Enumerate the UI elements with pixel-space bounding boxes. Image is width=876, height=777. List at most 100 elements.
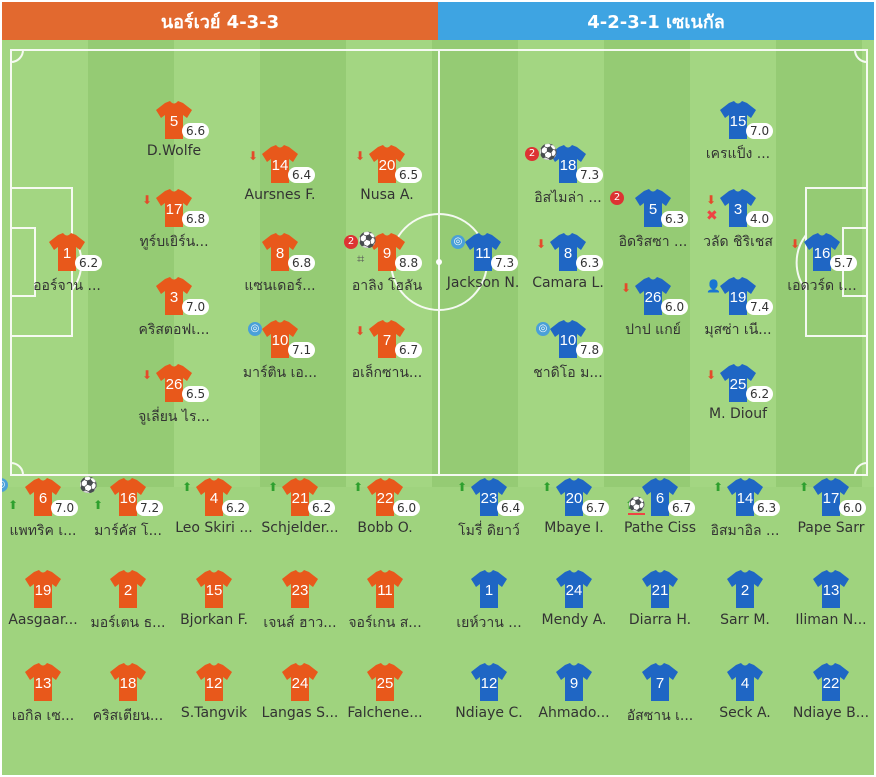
- sub-out-arrow-icon: ⬇: [621, 281, 632, 295]
- player-home[interactable]: 22 6.0 Bobb O. ⬆: [340, 478, 430, 554]
- jersey-number: 24: [565, 582, 583, 599]
- player-away[interactable]: 21 Diarra H.: [615, 570, 705, 646]
- player-home[interactable]: 19 Aasgaar...: [2, 570, 88, 646]
- jersey-number: 6: [655, 490, 665, 507]
- player-name: Mbaye I.: [544, 520, 604, 536]
- player-home[interactable]: 67.0 แพทริค เ... ◎⬆: [2, 478, 88, 554]
- player-away[interactable]: 4 Seck A.: [700, 663, 790, 739]
- player-home[interactable]: 5 6.6 D.Wolfe: [129, 101, 219, 177]
- goal-ball-icon: ⚽: [358, 231, 377, 249]
- rating-badge: 4.0: [746, 211, 774, 227]
- jersey-number: 1: [484, 582, 494, 599]
- player-home[interactable]: 10 7.1 มาร์ติน เอ... ◎: [235, 320, 325, 396]
- player-away[interactable]: 3 4.0 วลัด ชิริเชส ⬇ ✖: [693, 189, 783, 265]
- player-away[interactable]: 8 6.3 Camara L. ⬇: [523, 233, 613, 309]
- player-away[interactable]: 5 6.3 อิดริสซา ... 2: [608, 189, 698, 265]
- player-home[interactable]: 20 6.5 Nusa A. ⬇: [342, 145, 432, 221]
- jersey-number: 6: [38, 490, 48, 507]
- jersey-icon: 13: [813, 570, 849, 608]
- player-away[interactable]: 12 Ndiaye C.: [444, 663, 534, 739]
- captain-badge-icon: ◎: [536, 322, 550, 336]
- jersey-number: 8: [275, 245, 285, 262]
- player-away[interactable]: 16 5.7 เอดวร์ด เ... ⬇: [777, 233, 867, 309]
- player-name: Aasgaar...: [8, 612, 78, 628]
- player-home[interactable]: 15 Bjorkan F.: [169, 570, 259, 646]
- player-away[interactable]: 14 6.3 อิสมาอิล ... ⬆: [700, 478, 790, 554]
- player-home[interactable]: 7 6.7 อเล็กซาน... ⬇: [342, 320, 432, 396]
- rating-badge: 7.1: [288, 342, 316, 358]
- jersey-icon: 7: [642, 663, 678, 701]
- jersey-number: 17: [822, 490, 840, 507]
- player-home[interactable]: 16 7.2 มาร์คัส โ... ⚽ ⬆: [79, 478, 173, 554]
- player-name: โมรี่ ดิยาว์: [458, 523, 520, 539]
- player-name: Seck A.: [719, 705, 771, 721]
- player-away[interactable]: 24 Mendy A.: [529, 570, 619, 646]
- player-name: Ndiaye B...: [792, 705, 870, 721]
- player-home[interactable]: 11 จอร์เกน ส...: [340, 570, 430, 646]
- player-name: Ndiaye C.: [455, 705, 523, 721]
- player-home[interactable]: 4 6.2 Leo Skiri ... ⬆: [169, 478, 259, 554]
- player-name: Mendy A.: [541, 612, 607, 628]
- jersey-icon: 24: [556, 570, 592, 608]
- jersey-number: 10: [559, 332, 577, 349]
- sub-in-arrow-icon: ⬆: [182, 480, 193, 494]
- player-away[interactable]: 6 6.7 Pathe Ciss ⬆ ⚽: [615, 478, 705, 554]
- player-away[interactable]: 26 6.0 ปาป แกย์ ⬇: [608, 277, 698, 353]
- player-name: Bobb O.: [357, 520, 413, 536]
- player-home[interactable]: 13 เอกิล เซ...: [2, 663, 88, 739]
- player-home[interactable]: 17 6.8 ทูร์บเยิร์น... ⬇: [129, 189, 219, 265]
- player-home[interactable]: 25 Falchene...: [340, 663, 430, 739]
- jersey-icon: 21: [642, 570, 678, 608]
- player-name: Camara L.: [532, 275, 604, 291]
- player-name: Nusa A.: [360, 187, 414, 203]
- player-away[interactable]: 25 6.2 M. Diouf ⬇: [693, 364, 783, 440]
- player-home[interactable]: 23 เจนส์ ฮาว...: [255, 570, 345, 646]
- rating-badge: 6.7: [395, 342, 423, 358]
- player-name: M. Diouf: [708, 406, 768, 422]
- rating-badge: 7.0: [51, 500, 79, 516]
- jersey-number: 12: [205, 675, 223, 692]
- player-home[interactable]: 21 6.2 Schjelder... ⬆: [255, 478, 345, 554]
- player-away[interactable]: 18 7.3 อิสไมล่า ... 2 ⚽: [523, 145, 613, 221]
- player-home[interactable]: 18 คริสเตียน...: [83, 663, 173, 739]
- sub-in-arrow-icon: ⬆: [268, 480, 279, 494]
- sub-out-arrow-icon: ⬇: [706, 193, 717, 207]
- player-name: Iliman N...: [795, 612, 867, 628]
- player-name: เยห์วาน ...: [456, 615, 522, 631]
- player-home[interactable]: 9 8.8 อาลิง โฮลัน 2 ⚽ ⌗: [342, 233, 432, 309]
- player-home[interactable]: 8 6.8 แซนเดอร์...: [235, 233, 325, 309]
- sub-out-arrow-icon: ⬇: [536, 237, 547, 251]
- player-home[interactable]: 14 6.4 Aursnes F. ⬇: [235, 145, 325, 221]
- player-home[interactable]: 12 S.Tangvik: [169, 663, 259, 739]
- goal-count-badge: 2: [344, 235, 358, 249]
- player-away[interactable]: 1 เยห์วาน ...: [444, 570, 534, 646]
- jersey-number: 5: [648, 201, 658, 218]
- player-away[interactable]: 19 7.4 มุสซ่า เนี... 👤: [693, 277, 783, 353]
- jersey-number: 21: [291, 490, 309, 507]
- player-away[interactable]: 15 7.0 เครแป็ง ...: [693, 101, 783, 177]
- jersey-number: 18: [119, 675, 137, 692]
- player-away[interactable]: 9 Ahmado...: [529, 663, 619, 739]
- jersey-number: 15: [729, 113, 747, 130]
- player-away[interactable]: 7 อัสซาน เ...: [615, 663, 705, 739]
- jersey-number: 9: [569, 675, 579, 692]
- player-away[interactable]: 20 6.7 Mbaye I. ⬆: [529, 478, 619, 554]
- player-away[interactable]: 11 7.3 Jackson N. ◎: [438, 233, 528, 309]
- player-home[interactable]: 3 7.0 คริสตอฟเ...: [129, 277, 219, 353]
- player-name: Sarr M.: [720, 612, 770, 628]
- player-away[interactable]: 2 Sarr M.: [700, 570, 790, 646]
- player-away[interactable]: 17 6.0 Pape Sarr ⬆: [786, 478, 874, 554]
- player-home[interactable]: 26 6.5 จูเลี่ยน ไร... ⬇: [129, 364, 219, 440]
- player-home[interactable]: 24 Langas S...: [255, 663, 345, 739]
- jersey-number: 11: [377, 582, 393, 599]
- player-home[interactable]: 2 มอร์เตน ธ...: [83, 570, 173, 646]
- player-away[interactable]: 13 Iliman N...: [786, 570, 874, 646]
- player-name: อัสซาน เ...: [626, 708, 694, 724]
- player-away[interactable]: 10 7.8 ชาดิโอ ม... ◎: [523, 320, 613, 396]
- player-away[interactable]: 22 Ndiaye B...: [786, 663, 874, 739]
- rating-badge: 6.2: [222, 500, 250, 516]
- player-away[interactable]: 23 6.4 โมรี่ ดิยาว์ ⬆: [444, 478, 534, 554]
- player-home[interactable]: 1 6.2 ออร์จาน ...: [22, 233, 112, 309]
- player-name: เครแป็ง ...: [705, 146, 771, 162]
- jersey-number: 16: [813, 245, 831, 262]
